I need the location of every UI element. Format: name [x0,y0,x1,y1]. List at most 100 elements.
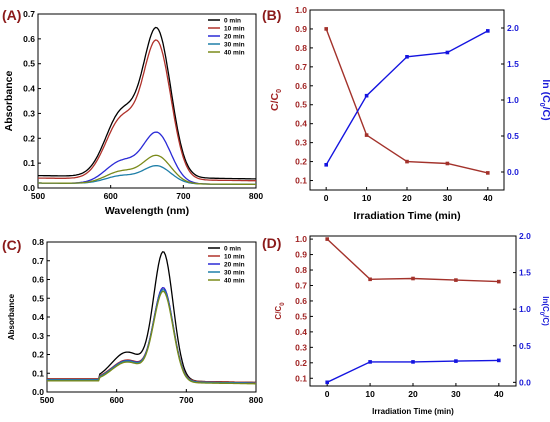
right-y-tick-label: 1.5 [519,268,531,278]
left-y-tick-label: 0.4 [295,327,307,337]
right-y-tick-label: 2.0 [507,23,519,33]
left-y-tick-label: 0.8 [295,43,307,53]
left-y-tick-label: 0.1 [295,176,307,186]
left-y-tick-label: 0.7 [295,62,307,72]
right-axis-data-point [454,359,458,363]
left-axis-data-point [411,276,415,281]
chart-a: 0.0 0.1 0.2 0.3 0.4 0.5 0.6 0.7 500 600 700 800 0 … [2,7,263,217]
y-tick-label: 0.2 [23,133,35,143]
legend-label: 20 min [224,34,245,41]
y-tick-label: 0.5 [32,293,44,303]
right-y-tick-label: 2.0 [519,231,531,241]
x-tick-label: 600 [110,395,124,405]
left-y-tick-label: 0.5 [295,311,307,321]
right-y-tick-label: 1.5 [507,59,519,69]
spectrum-line-20-min [38,131,256,186]
chart-a-y-ticks: 0.0 0.1 0.2 0.3 0.4 0.5 0.6 0.7 [23,9,41,193]
y-tick-label: 0.0 [32,387,44,397]
left-y-tick-label: 0.9 [295,250,307,260]
chart-b-x-ticks: 0 10 20 30 40 [324,187,493,203]
chart-d-left-y-ticks: 0.1 0.2 0.3 0.4 0.5 0.6 0.7 0.8 0.9 1.0 [295,234,313,383]
legend-label: 30 min [224,42,245,49]
chart-a-series [38,26,256,186]
x-tick-label: 0 [325,389,330,399]
left-axis-data-point [497,279,501,284]
left-y-tick-label: 1.0 [295,234,307,244]
chart-c-ylabel: Absorbance [7,293,16,340]
x-tick-label: 40 [494,389,504,399]
left-y-tick-label: 0.1 [295,373,307,383]
x-tick-label: 20 [408,389,418,399]
chart-b-panel-label: (B) [262,7,281,23]
left-y-tick-label: 0.3 [295,138,307,148]
legend-label: 10 min [224,254,245,261]
x-tick-label: 800 [249,191,263,201]
spectrum-line-40-min [38,154,256,186]
chart-c-panel-label: (C) [2,237,21,253]
right-axis-data-point [324,163,328,167]
left-axis-data-point [454,278,458,282]
x-tick-label: 600 [104,191,118,201]
chart-d-x-ticks: 0 10 20 30 40 [325,383,504,399]
chart-b-right-y-ticks: 0.0 0.5 1.0 1.5 2.0 [501,23,519,177]
right-y-tick-label: 0.5 [519,341,531,351]
x-tick-label: 30 [443,193,453,203]
left-y-tick-label: 0.3 [295,342,307,352]
chart-b-xlabel: Irradiation Time (min) [353,210,460,222]
y-tick-label: 0.7 [32,256,44,266]
chart-a-plot-frame [37,13,257,189]
left-axis-data-point [324,27,328,31]
y-tick-label: 0.1 [23,158,35,168]
x-tick-label: 700 [179,395,193,405]
right-axis-data-point [368,360,372,364]
chart-d-series [325,237,501,385]
left-axis-data-point [325,237,329,241]
left-axis-data-point [368,277,372,282]
chart-b-left-y-ticks: 0.1 0.2 0.3 0.4 0.5 0.6 0.7 0.8 0.9 1.0 [295,5,313,186]
right-y-tick-label: 0.0 [507,167,519,177]
x-tick-label: 30 [451,389,461,399]
left-y-tick-label: 0.2 [295,358,307,368]
left-y-tick-label: 0.5 [295,100,307,110]
left-y-tick-label: 0.2 [295,157,307,167]
x-tick-label: 500 [40,395,54,405]
left-axis-data-point [364,133,369,137]
x-tick-label: 500 [31,191,45,201]
right-y-tick-label: 0.5 [507,131,519,141]
right-axis-data-point [325,380,329,385]
right-y-tick-label: 0.0 [519,377,531,387]
left-axis-data-point [486,171,490,175]
right-axis-data-point [445,50,450,55]
right-y-tick-label: 1.0 [507,95,519,105]
right-axis-data-point [405,55,409,59]
left-y-tick-label: 1.0 [295,5,307,15]
chart-d-right-y-ticks: 0.0 0.5 1.0 1.5 2.0 [513,231,531,387]
left-y-tick-label: 0.8 [295,265,307,275]
left-axis-data-point [405,159,409,164]
right-axis-data-point [497,358,501,363]
chart-b-series [324,27,490,175]
left-y-tick-label: 0.7 [295,280,307,290]
left-y-tick-label: 0.6 [295,296,307,306]
y-tick-label: 0.3 [32,331,44,341]
y-tick-label: 0.4 [23,84,35,94]
chart-a-x-ticks: 500 600 700 800 [31,185,263,201]
chart-d: 0.1 0.2 0.3 0.4 0.5 0.6 0.7 0.8 0.9 1.0 0.0 0.5 1.0… [262,231,550,416]
chart-a-xlabel: Wavelength (nm) [105,205,189,217]
chart-d-ylabel-right: ln(C0/C) [538,296,550,326]
y-tick-label: 0.8 [32,237,44,247]
left-y-tick-label: 0.6 [295,81,307,91]
y-tick-label: 0.4 [32,312,44,322]
x-tick-label: 10 [365,389,375,399]
right-axis-data-point [411,360,415,364]
left-y-tick-label: 0.9 [295,24,307,34]
x-tick-label: 700 [176,191,190,201]
x-tick-label: 800 [249,395,263,405]
right-axis-data-point [364,93,369,98]
legend-label: 40 min [224,50,245,57]
right-axis-data-point [486,29,490,33]
legend-label: 30 min [224,270,245,277]
y-tick-label: 0.7 [23,9,35,19]
y-tick-label: 0.5 [23,59,35,69]
